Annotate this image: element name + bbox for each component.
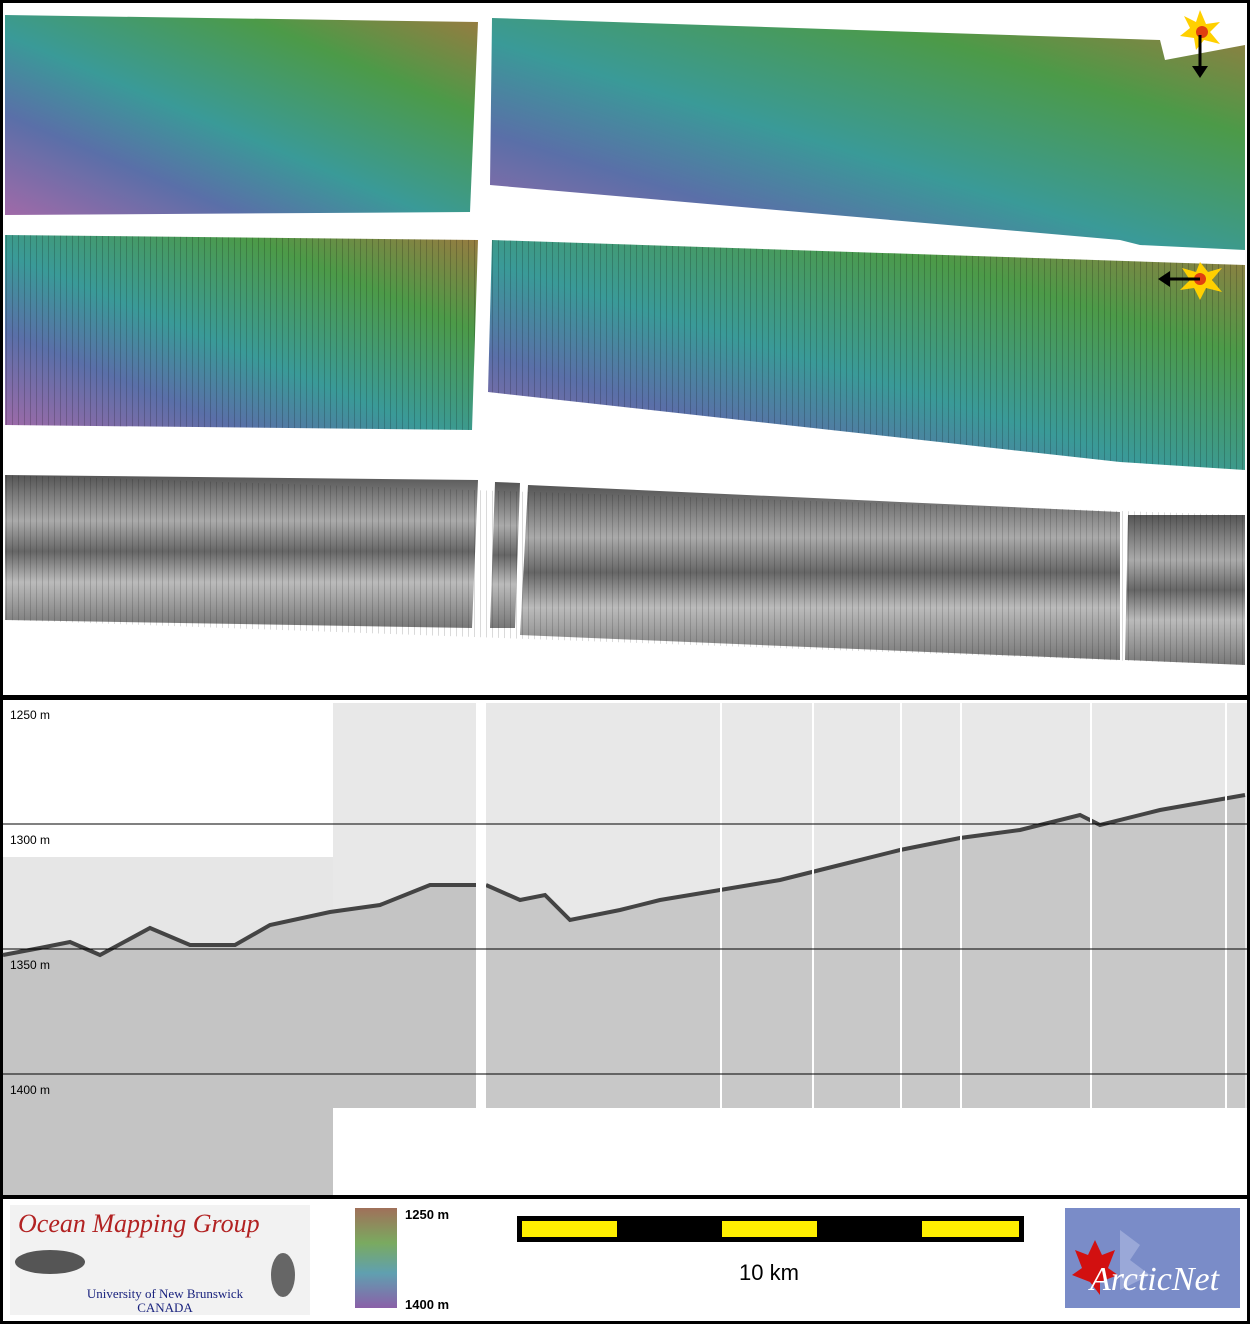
arcticnet-logo: ArcticNet (1065, 1208, 1240, 1308)
logo-line: CANADA (137, 1300, 193, 1315)
colorbar-label: 1250 m (405, 1207, 449, 1222)
logo-line: University of New Brunswick (87, 1286, 244, 1301)
profile-image (2, 703, 1247, 1195)
logo-title: ArcticNet (1088, 1261, 1221, 1298)
depth-label: 1350 m (10, 958, 50, 972)
sun-icon (1158, 10, 1222, 300)
backscatter-strip (5, 235, 1245, 470)
colorbar (355, 1208, 397, 1308)
bathymetry-strip (5, 15, 1245, 250)
omg-logo: Ocean Mapping Group University of New Br… (10, 1205, 310, 1315)
colorbar-label: 1400 m (405, 1297, 449, 1312)
scale-bar (517, 1216, 1024, 1242)
logo-title: Ocean Mapping Group (18, 1209, 260, 1238)
depth-label: 1250 m (10, 708, 50, 722)
sidescan-strip (5, 475, 1245, 665)
depth-label: 1300 m (10, 833, 50, 847)
scale-label: 10 km (739, 1260, 799, 1285)
depth-label: 1400 m (10, 1083, 50, 1097)
